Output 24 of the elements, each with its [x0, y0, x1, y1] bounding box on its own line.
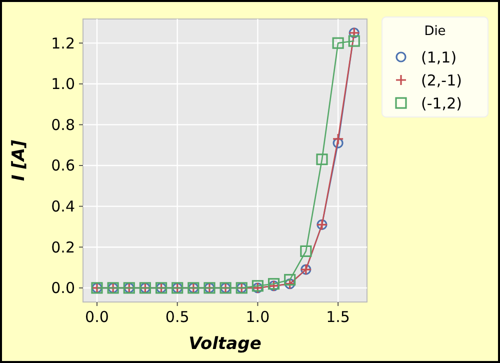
- y-tick-label: 0.8: [51, 116, 75, 134]
- y-tick-label: 0.2: [51, 238, 75, 256]
- y-axis-title: I [A]: [9, 140, 29, 181]
- y-tick-label: 0.0: [51, 279, 75, 298]
- point: [332, 37, 344, 49]
- point: [300, 245, 312, 257]
- y-tick-label: 1.2: [51, 34, 75, 52]
- y-tick-label: 0.6: [51, 156, 75, 175]
- point: [332, 138, 344, 148]
- legend-label: (-1,2): [421, 94, 462, 112]
- point: [284, 274, 296, 286]
- point: [332, 133, 344, 145]
- x-tick-label: 1.0: [246, 308, 270, 326]
- y-tick-label: 1.0: [51, 75, 75, 94]
- legend-title: Die: [424, 24, 446, 39]
- x-axis-title: Voltage: [188, 334, 262, 354]
- x-tick-label: 0.5: [165, 308, 190, 326]
- y-tick-label: 0.4: [51, 198, 75, 216]
- legend-label: (2,-1): [421, 71, 462, 90]
- legend-label: (1,1): [421, 48, 457, 66]
- x-tick-label: 0.0: [85, 308, 109, 326]
- x-tick-label: 1.5: [326, 308, 350, 326]
- point: [348, 35, 360, 47]
- point: [316, 154, 328, 166]
